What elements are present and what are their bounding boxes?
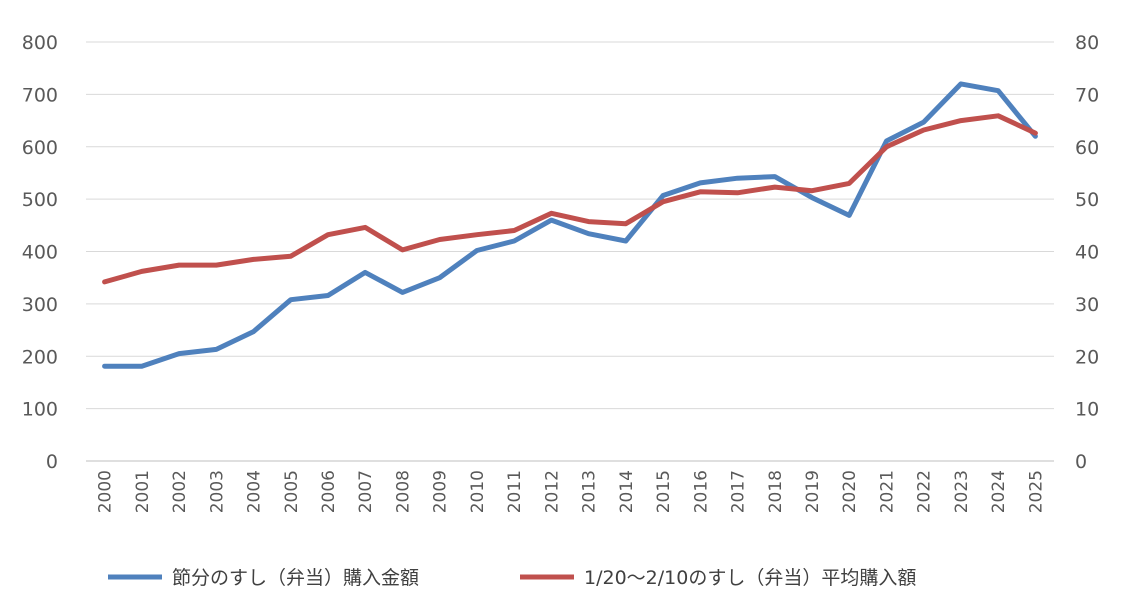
legend-label-series-1: 節分のすし（弁当）購入金額 (172, 567, 419, 589)
x-tick-label: 2008 (393, 470, 413, 513)
x-tick-label: 2015 (654, 470, 674, 513)
y-tick-label-right: 60 (1075, 137, 1099, 159)
legend-label-series-2: 1/20～2/10のすし（弁当）平均購入額 (584, 567, 916, 589)
y-tick-label-left: 100 (22, 399, 58, 421)
x-tick-label: 2006 (319, 470, 339, 513)
x-tick-label: 2009 (431, 470, 451, 513)
gridlines (86, 41, 1054, 462)
x-tick-label: 2021 (877, 470, 897, 513)
y-tick-label-right: 80 (1075, 32, 1099, 54)
y-tick-label-left: 300 (22, 294, 58, 316)
x-tick-label: 2001 (133, 470, 153, 513)
left-y-axis: 0 100 200 300 400 500 600 700 800 (22, 32, 58, 473)
x-tick-label: 2022 (915, 470, 935, 513)
y-tick-label-left: 500 (22, 189, 58, 211)
y-tick-label-right: 40 (1075, 242, 1099, 264)
y-tick-label-left: 400 (22, 242, 58, 264)
x-tick-label: 2011 (505, 470, 525, 513)
x-tick-label: 2012 (542, 470, 562, 513)
y-tick-label-left: 700 (22, 84, 58, 106)
x-tick-label: 2023 (952, 470, 972, 513)
x-tick-label: 2005 (282, 470, 302, 513)
legend: 節分のすし（弁当）購入金額 1/20～2/10のすし（弁当）平均購入額 (108, 567, 916, 589)
y-tick-label-right: 50 (1075, 189, 1099, 211)
x-tick-label: 2020 (840, 470, 860, 513)
x-tick-label: 2002 (170, 470, 190, 513)
right-y-axis: 0 10 20 30 40 50 60 70 80 (1075, 32, 1099, 473)
x-tick-label: 2018 (766, 470, 786, 513)
y-tick-label-right: 0 (1075, 451, 1087, 473)
x-tick-label: 2019 (803, 470, 823, 513)
series-line-2 (102, 113, 1038, 285)
x-tick-label: 2024 (989, 470, 1009, 513)
series-lines (102, 81, 1038, 369)
x-tick-label: 2000 (96, 470, 116, 513)
x-tick-label: 2003 (207, 470, 227, 513)
y-tick-label-right: 20 (1075, 346, 1099, 368)
x-tick-label: 2017 (729, 470, 749, 513)
y-tick-label-right: 10 (1075, 399, 1099, 421)
x-tick-label: 2016 (691, 470, 711, 513)
x-tick-label: 2013 (580, 470, 600, 513)
x-tick-label: 2025 (1026, 470, 1046, 513)
y-tick-label-left: 600 (22, 137, 58, 159)
x-tick-label: 2010 (468, 470, 488, 513)
series-line-1 (102, 81, 1038, 369)
y-tick-label-right: 70 (1075, 84, 1099, 106)
y-tick-label-right: 30 (1075, 294, 1099, 316)
y-tick-label-left: 200 (22, 346, 58, 368)
y-tick-label-left: 0 (46, 451, 58, 473)
y-tick-label-left: 800 (22, 32, 58, 54)
x-tick-label: 2007 (356, 470, 376, 513)
x-tick-label: 2014 (617, 470, 637, 513)
x-axis: 2000 2001 2002 2003 2004 2005 2006 2007 2008 2009… (96, 470, 1047, 513)
x-tick-label: 2004 (245, 470, 265, 513)
